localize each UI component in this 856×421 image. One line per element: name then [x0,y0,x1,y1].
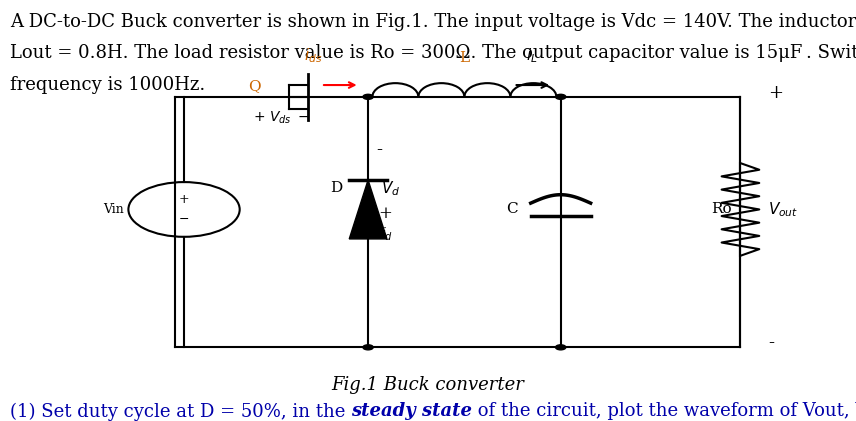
Circle shape [556,94,566,99]
Text: of the circuit, plot the waveform of Vout, Vds, Vd,: of the circuit, plot the waveform of Vou… [473,402,856,421]
Text: A DC-to-DC Buck converter is shown in Fig.1. The input voltage is Vdc = 140V. Th: A DC-to-DC Buck converter is shown in Fi… [10,13,856,31]
Text: L: L [460,51,469,65]
Text: +: + [179,192,189,205]
Circle shape [556,345,566,350]
Text: +: + [378,205,392,222]
Text: -: - [768,334,774,352]
Text: Fig.1 Buck converter: Fig.1 Buck converter [331,376,525,394]
Text: C: C [506,203,518,216]
Text: $V_d$: $V_d$ [381,179,400,198]
Text: $i_{ds}$: $i_{ds}$ [304,47,322,65]
Text: frequency is 1000Hz.: frequency is 1000Hz. [10,76,205,94]
Text: (1) Set duty cycle at D = 50%, in the: (1) Set duty cycle at D = 50%, in the [10,402,352,421]
Text: Ro: Ro [711,203,732,216]
Text: D: D [330,181,342,195]
Text: −: − [179,213,189,226]
Circle shape [363,345,373,350]
Text: $i_d$: $i_d$ [381,226,393,243]
Text: $+\ V_{ds}\ -$: $+\ V_{ds}\ -$ [253,109,309,126]
Polygon shape [349,180,387,239]
Text: steady state: steady state [352,402,473,421]
Text: Q: Q [248,79,261,93]
Text: -: - [377,141,383,160]
Circle shape [363,94,373,99]
Text: Vin: Vin [104,203,124,216]
Text: $V_{out}$: $V_{out}$ [768,200,798,219]
Text: +: + [768,84,783,101]
Text: $i_L$: $i_L$ [526,47,538,65]
Text: Lout = 0.8H. The load resistor value is Ro = 300Ω. The output capacitor value is: Lout = 0.8H. The load resistor value is … [10,44,856,62]
